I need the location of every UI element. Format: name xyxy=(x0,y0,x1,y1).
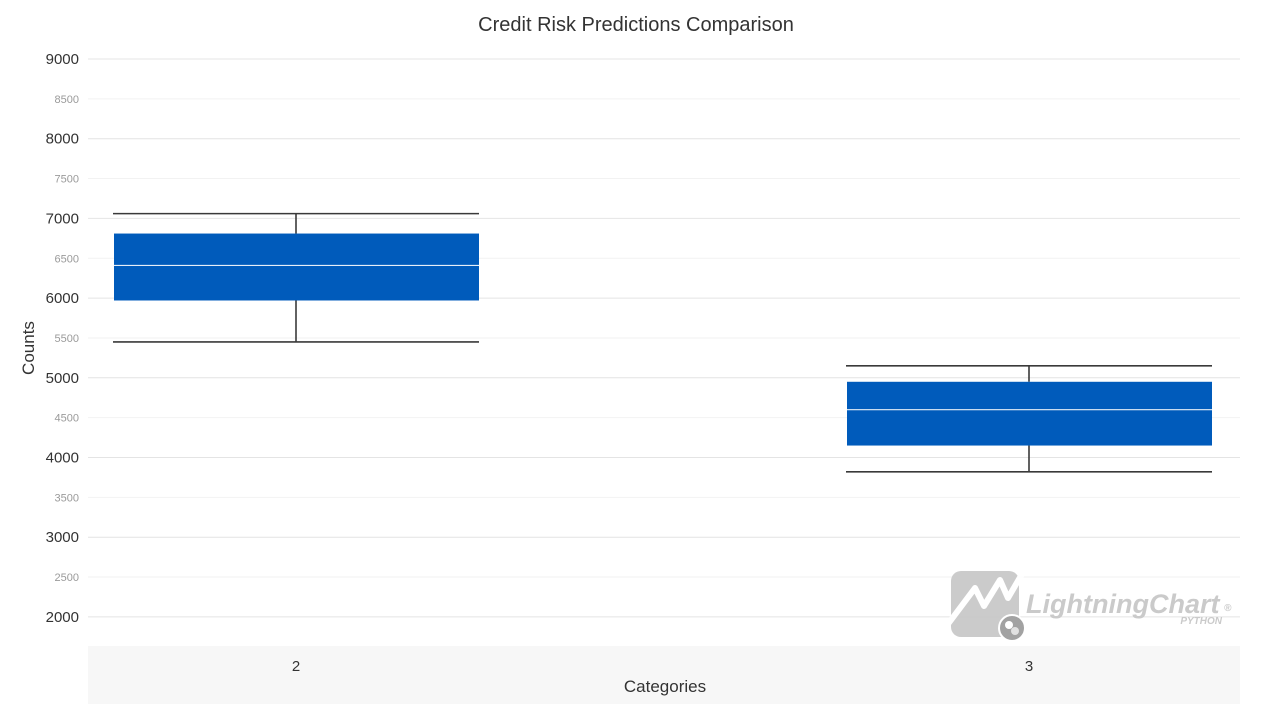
lightningchart-watermark: LightningChart ® PYTHON xyxy=(942,571,1232,642)
y-tick-label: 9000 xyxy=(46,51,79,68)
interquartile-box xyxy=(847,381,1212,446)
x-axis-band xyxy=(88,646,1240,704)
y-axis-title: Counts xyxy=(19,321,38,375)
y-tick-label: 7000 xyxy=(46,210,79,227)
watermark-brand: LightningChart xyxy=(1026,589,1220,619)
watermark-sub: PYTHON xyxy=(1180,616,1222,627)
y-tick-minor-label: 5500 xyxy=(55,333,79,345)
x-tick-label: 2 xyxy=(292,658,300,675)
box-category-3 xyxy=(846,365,1212,473)
y-tick-label: 2000 xyxy=(46,609,79,626)
x-axis-title: Categories xyxy=(624,677,706,696)
interquartile-box xyxy=(114,233,479,301)
watermark-registered: ® xyxy=(1224,603,1232,614)
x-tick-label: 3 xyxy=(1025,658,1033,675)
chart-title: Credit Risk Predictions Comparison xyxy=(478,14,794,36)
y-tick-minor-label: 4500 xyxy=(55,413,79,425)
y-tick-label: 4000 xyxy=(46,450,79,467)
y-tick-minor-label: 2500 xyxy=(55,572,79,584)
y-axis-ticks: 9000 8000 7000 6000 5000 4000 3000 2000 8500 7500… xyxy=(46,51,79,626)
lightningchart-logo-icon xyxy=(942,571,1026,642)
y-tick-label: 5000 xyxy=(46,370,79,387)
y-tick-label: 8000 xyxy=(46,131,79,148)
y-tick-label: 3000 xyxy=(46,529,79,546)
y-tick-minor-label: 6500 xyxy=(55,253,79,265)
box-series xyxy=(113,212,1212,473)
box-category-2 xyxy=(113,212,479,343)
y-tick-minor-label: 3500 xyxy=(55,492,79,504)
y-tick-minor-label: 7500 xyxy=(55,174,79,186)
y-tick-minor-label: 8500 xyxy=(55,94,79,106)
grid-lines xyxy=(88,58,1240,618)
y-tick-label: 6000 xyxy=(46,290,79,307)
